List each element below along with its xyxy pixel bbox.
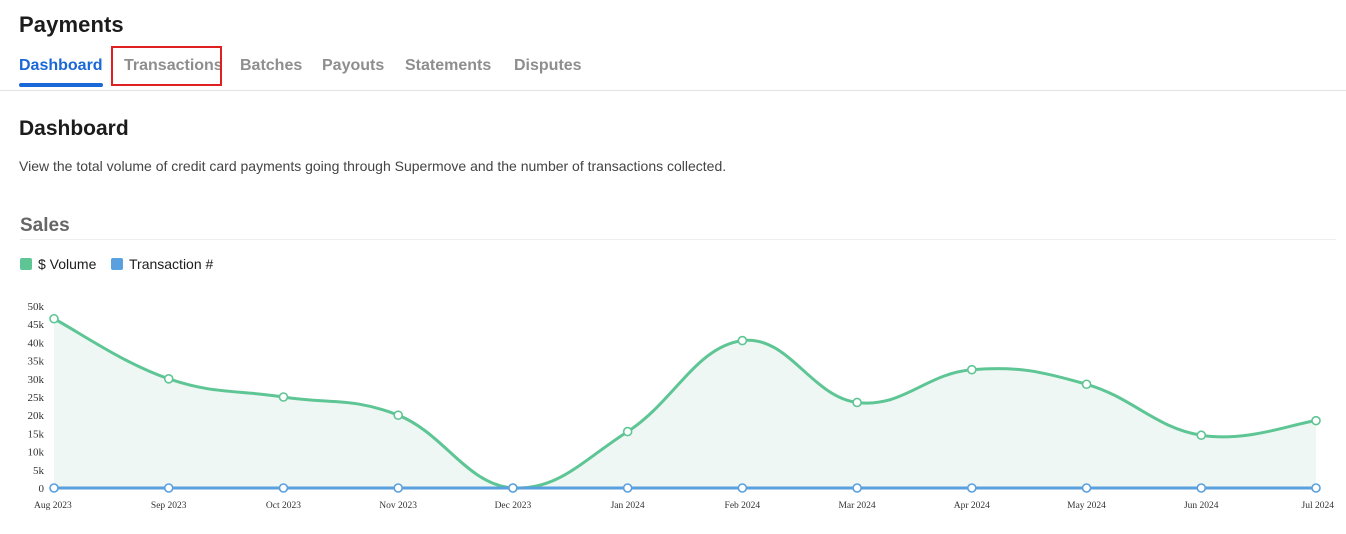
tab-disputes[interactable]: Disputes	[514, 57, 582, 74]
y-tick-label: 20k	[28, 410, 45, 422]
data-point-transactions	[737, 483, 748, 493]
x-tick-label: Sep 2023	[151, 501, 187, 511]
data-point-volume	[1196, 430, 1207, 441]
legend-swatch-volume	[20, 258, 32, 270]
series-area-volume	[54, 318, 1316, 489]
data-point-volume	[967, 364, 977, 375]
x-tick-label: Nov 2023	[379, 501, 417, 511]
tab-statements[interactable]: Statements	[405, 57, 492, 74]
data-point-transactions	[1081, 483, 1092, 493]
data-point-volume	[393, 410, 403, 420]
data-point-volume	[1311, 415, 1321, 426]
x-tick-label: Jul 2024	[1302, 501, 1335, 511]
legend-swatch-transactions	[111, 258, 123, 270]
legend-label-transactions: Transaction #	[129, 256, 214, 272]
data-point-transactions	[163, 483, 174, 493]
data-point-volume	[278, 392, 289, 402]
tab-payouts[interactable]: Payouts	[322, 57, 385, 74]
data-point-transactions	[967, 483, 977, 493]
y-tick-label: 10k	[28, 447, 45, 459]
tab-dashboard[interactable]: Dashboard	[19, 54, 103, 88]
data-point-transactions	[49, 483, 59, 493]
data-point-transactions	[508, 483, 518, 493]
y-tick-label: 40k	[28, 337, 45, 349]
y-tick-label: 30k	[28, 374, 45, 386]
data-point-transactions	[1196, 483, 1207, 493]
x-tick-label: Dec 2023	[495, 501, 532, 511]
y-tick-label: 25k	[28, 392, 45, 404]
x-tick-label: Jan 2024	[611, 501, 645, 511]
tab-batches[interactable]: Batches	[240, 57, 303, 74]
data-point-transactions	[622, 483, 633, 493]
legend-label-volume: $ Volume	[38, 256, 97, 272]
y-tick-label: 0	[39, 483, 45, 495]
data-point-transactions	[278, 483, 289, 493]
data-point-volume	[163, 374, 174, 384]
x-tick-label: Feb 2024	[725, 501, 761, 511]
data-point-volume	[1081, 379, 1092, 390]
x-tick-label: Mar 2024	[838, 501, 875, 511]
x-tick-label: Apr 2024	[954, 501, 990, 511]
data-point-transactions	[852, 483, 862, 493]
sales-heading: Sales	[20, 215, 70, 236]
y-tick-label: 45k	[28, 319, 45, 331]
sales-divider	[20, 239, 1336, 240]
data-point-volume	[49, 313, 59, 324]
data-point-volume	[852, 397, 862, 408]
y-tick-label: 35k	[28, 356, 45, 368]
data-point-transactions	[393, 483, 403, 493]
sales-chart: 0 5k 10k 15k 20k 25k 30k 35k 40k 45k 50k Aug 2023 Se…	[28, 301, 1335, 511]
data-point-volume	[622, 426, 633, 437]
legend-item-volume[interactable]: $ Volume	[20, 255, 96, 273]
data-point-transactions	[1311, 483, 1321, 493]
y-tick-label: 50k	[28, 301, 45, 313]
y-tick-label: 5k	[33, 465, 45, 477]
y-tick-label: 15k	[28, 428, 45, 440]
x-tick-label: Oct 2023	[266, 501, 301, 511]
data-point-volume	[737, 335, 748, 346]
tab-transactions[interactable]: Transactions	[124, 57, 223, 74]
legend-item-transactions[interactable]: Transaction #	[111, 255, 213, 273]
series-line-volume	[52, 317, 1318, 490]
dashboard-description: View the total volume of credit card pay…	[19, 158, 727, 174]
x-tick-label: May 2024	[1067, 501, 1106, 511]
page-title: Payments	[19, 12, 124, 37]
page-header: Payments Dashboard Transactions Batches …	[0, 0, 1346, 91]
x-tick-label: Jun 2024	[1184, 501, 1219, 511]
dashboard-heading: Dashboard	[19, 117, 129, 140]
x-tick-label: Aug 2023	[34, 501, 72, 511]
